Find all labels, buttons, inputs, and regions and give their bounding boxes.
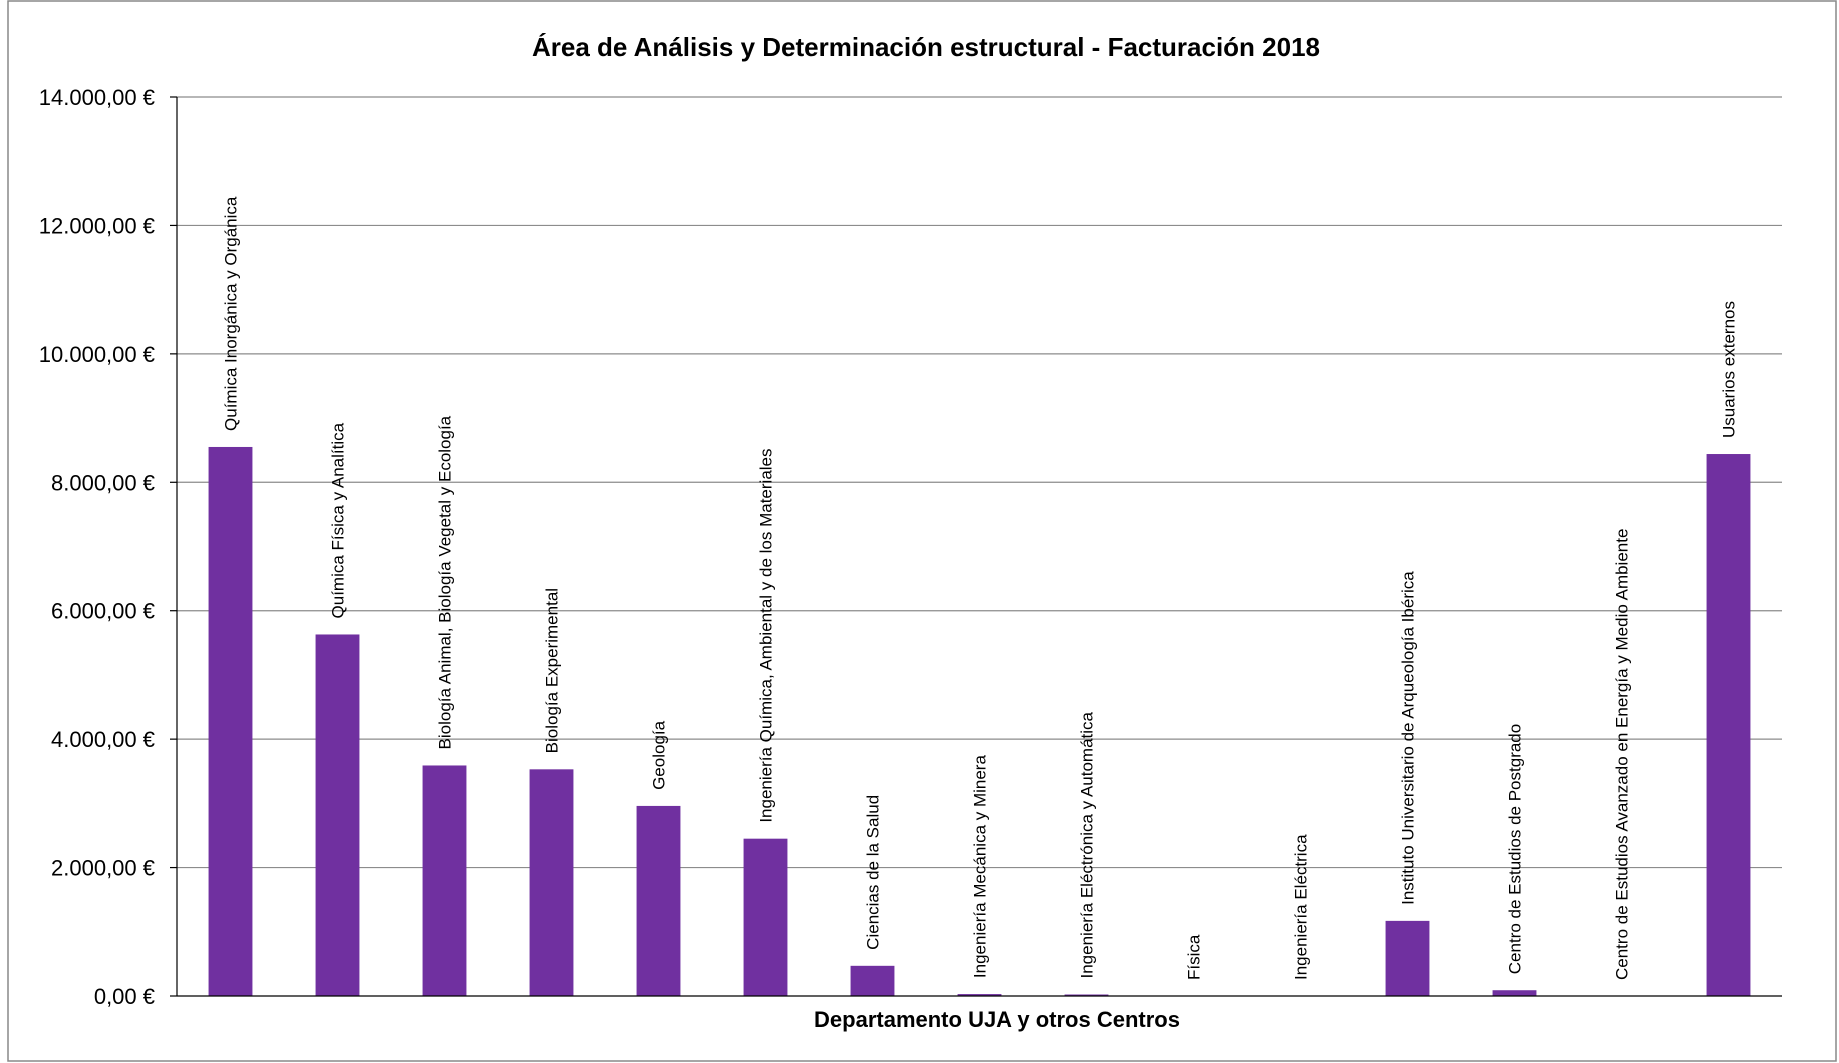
category-label: Física — [1185, 934, 1204, 980]
y-tick-label: 8.000,00 € — [51, 470, 155, 495]
bar — [422, 765, 467, 996]
bar — [208, 446, 253, 996]
y-tick-label: 12.000,00 € — [39, 213, 155, 238]
y-tick-label: 2.000,00 € — [51, 856, 155, 881]
category-label: Geología — [650, 720, 669, 790]
bar — [1385, 920, 1430, 996]
bar — [1064, 994, 1109, 996]
category-label: Química Física y Analítica — [329, 422, 348, 618]
category-label: Ingeniería Eléctrónica y Automática — [1078, 711, 1097, 978]
category-label: Ingeniería Eléctrica — [1292, 834, 1311, 980]
bar — [957, 994, 1002, 996]
y-tick-label: 4.000,00 € — [51, 727, 155, 752]
category-label: Centro de Estudios de Postgrado — [1506, 724, 1525, 974]
category-label: Ingeniería Química, Ambiental y de los M… — [757, 448, 776, 822]
chart-title: Área de Análisis y Determinación estruct… — [532, 32, 1320, 62]
bar — [850, 965, 895, 996]
bar — [529, 769, 574, 996]
chart-border — [7, 0, 1837, 1062]
category-label: Biología Experimental — [543, 588, 562, 753]
y-axis-ticks: 0,00 € 2.000,00 € 4.000,00 € 6.000,00 € 8.00… — [39, 85, 177, 1009]
x-axis-title: Departamento UJA y otros Centros — [814, 1007, 1180, 1032]
bar — [1492, 990, 1537, 996]
y-tick-label: 0,00 € — [94, 984, 155, 1009]
category-label: Ciencias de la Salud — [864, 795, 883, 950]
y-tick-label: 6.000,00 € — [51, 599, 155, 624]
category-label: Instituto Universitario de Arqueología I… — [1399, 571, 1418, 905]
category-label: Usuarios externos — [1720, 301, 1739, 438]
bars — [208, 446, 1751, 996]
category-labels: Química Inorgánica y Orgánica Química Fís… — [222, 196, 1739, 980]
bar — [315, 634, 360, 996]
y-tick-label: 14.000,00 € — [39, 85, 155, 110]
category-label: Química Inorgánica y Orgánica — [222, 196, 241, 431]
bar — [636, 805, 681, 996]
category-label: Centro de Estudios Avanzado en Energía y… — [1613, 529, 1632, 980]
category-label: Biología Animal, Biología Vegetal y Ecol… — [436, 415, 455, 749]
gridlines — [177, 96, 1782, 869]
bar — [1706, 454, 1751, 996]
bar — [743, 838, 788, 996]
category-label: Ingeniería Mecánica y Minera — [971, 755, 990, 979]
y-tick-label: 10.000,00 € — [39, 342, 155, 367]
